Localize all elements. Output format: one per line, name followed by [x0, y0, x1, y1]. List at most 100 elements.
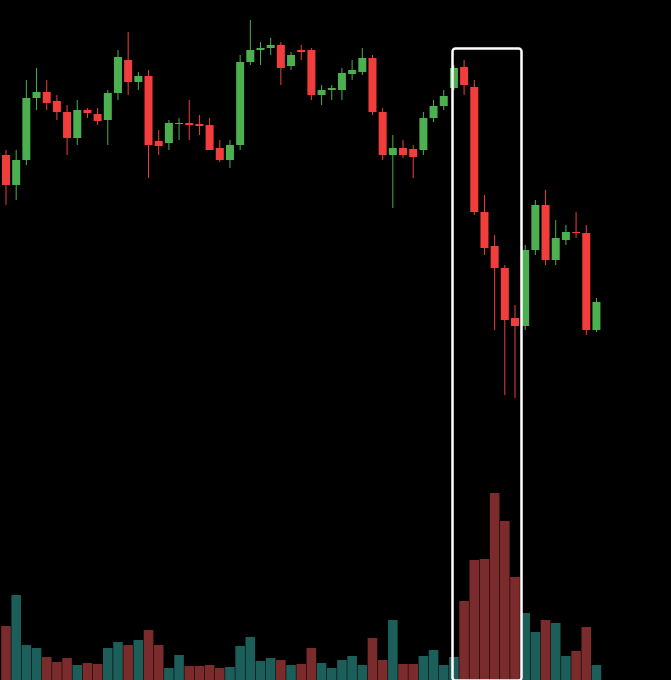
volume-bar	[571, 651, 581, 680]
candle-body	[348, 70, 357, 74]
candle-body	[256, 48, 265, 50]
candle-body	[134, 76, 143, 82]
volume-bar	[235, 646, 245, 680]
volume-bar	[540, 620, 551, 680]
candle-body	[429, 106, 438, 118]
volume-bar	[398, 664, 408, 680]
volume-bar	[550, 623, 561, 680]
candle-body	[144, 76, 153, 145]
candle-body	[592, 302, 601, 330]
candle-body	[378, 112, 387, 155]
candle-body	[113, 57, 122, 93]
candle-body	[73, 110, 82, 138]
candle-body	[12, 160, 21, 185]
candle-body	[32, 92, 41, 98]
candle-body	[521, 250, 530, 326]
volume-bar	[510, 577, 520, 680]
candle-body	[490, 246, 499, 268]
candle-body	[388, 148, 397, 155]
candle-body	[480, 212, 489, 248]
candle-body	[287, 55, 296, 66]
candle-body	[195, 124, 204, 126]
candle-body	[246, 50, 255, 62]
volume-bar	[489, 493, 500, 680]
candle-body	[582, 233, 591, 330]
volume-bar	[204, 665, 215, 680]
volume-bar	[388, 620, 398, 680]
volume-bar	[214, 668, 225, 680]
volume-bar	[357, 665, 368, 680]
candle-body	[185, 123, 194, 125]
volume-bar	[92, 664, 103, 680]
candle-body	[236, 62, 245, 145]
volume-bar	[418, 656, 429, 680]
volume-bar	[459, 601, 469, 680]
volume-bar	[276, 660, 286, 680]
volume-bar	[337, 660, 347, 680]
volume-bar	[184, 666, 195, 680]
volume-bar	[103, 648, 113, 680]
candle-body	[317, 90, 326, 95]
volume-bar	[500, 521, 510, 680]
candle-body	[419, 118, 428, 150]
volume-bar	[133, 640, 144, 680]
candle-body	[124, 60, 133, 82]
volume-bar	[591, 665, 602, 680]
volume-bar	[326, 668, 337, 680]
candle-body	[103, 93, 112, 120]
candle-body	[266, 45, 275, 48]
candle-body	[511, 318, 519, 326]
volume-bar	[164, 668, 174, 680]
volume-bar	[225, 667, 235, 680]
candle-body	[531, 205, 540, 250]
volume-bar	[11, 595, 21, 680]
candle-body	[63, 112, 72, 138]
candle-body	[215, 148, 224, 160]
volume-bar	[21, 645, 32, 680]
volume-bar	[174, 655, 184, 680]
volume-bar	[265, 658, 276, 680]
candle-body	[541, 205, 550, 260]
candle-body	[551, 238, 560, 260]
volume-bar	[1, 626, 11, 680]
volume-bar	[449, 657, 459, 680]
candle-body	[500, 268, 509, 320]
volume-bar	[62, 658, 72, 680]
volume-bar	[113, 642, 123, 680]
price-pane	[2, 20, 601, 398]
candle-body	[2, 155, 10, 185]
candle-body	[327, 88, 336, 90]
volume-bar	[82, 663, 93, 680]
volume-bar	[72, 665, 83, 680]
volume-bar	[245, 637, 256, 680]
candle-body	[175, 123, 184, 124]
candle-body	[297, 50, 306, 52]
candle-body	[368, 58, 377, 112]
volume-bar	[530, 632, 541, 680]
candle-body	[52, 101, 61, 112]
candle-body	[337, 73, 346, 90]
candle-body	[307, 50, 316, 95]
candle-body	[409, 149, 418, 157]
volume-bar	[306, 648, 317, 680]
volume-bar	[143, 630, 154, 680]
volume-bar	[561, 656, 571, 680]
candle-body	[460, 67, 469, 85]
volume-bar	[194, 666, 205, 680]
candle-body	[22, 98, 31, 160]
volume-bar	[581, 627, 592, 680]
candle-body	[225, 145, 234, 160]
candle-body	[42, 92, 51, 103]
volume-bar	[296, 664, 307, 680]
candle-body	[470, 87, 479, 212]
candle-body	[205, 125, 214, 150]
volume-bar	[377, 660, 388, 680]
volume-bar	[428, 650, 439, 680]
candle-body	[154, 141, 163, 146]
volume-bar	[367, 638, 378, 680]
volume-pane	[1, 493, 602, 680]
volume-bar	[347, 656, 357, 680]
volume-bar	[153, 645, 164, 680]
candle-body	[164, 123, 173, 143]
volume-bar	[41, 657, 52, 680]
